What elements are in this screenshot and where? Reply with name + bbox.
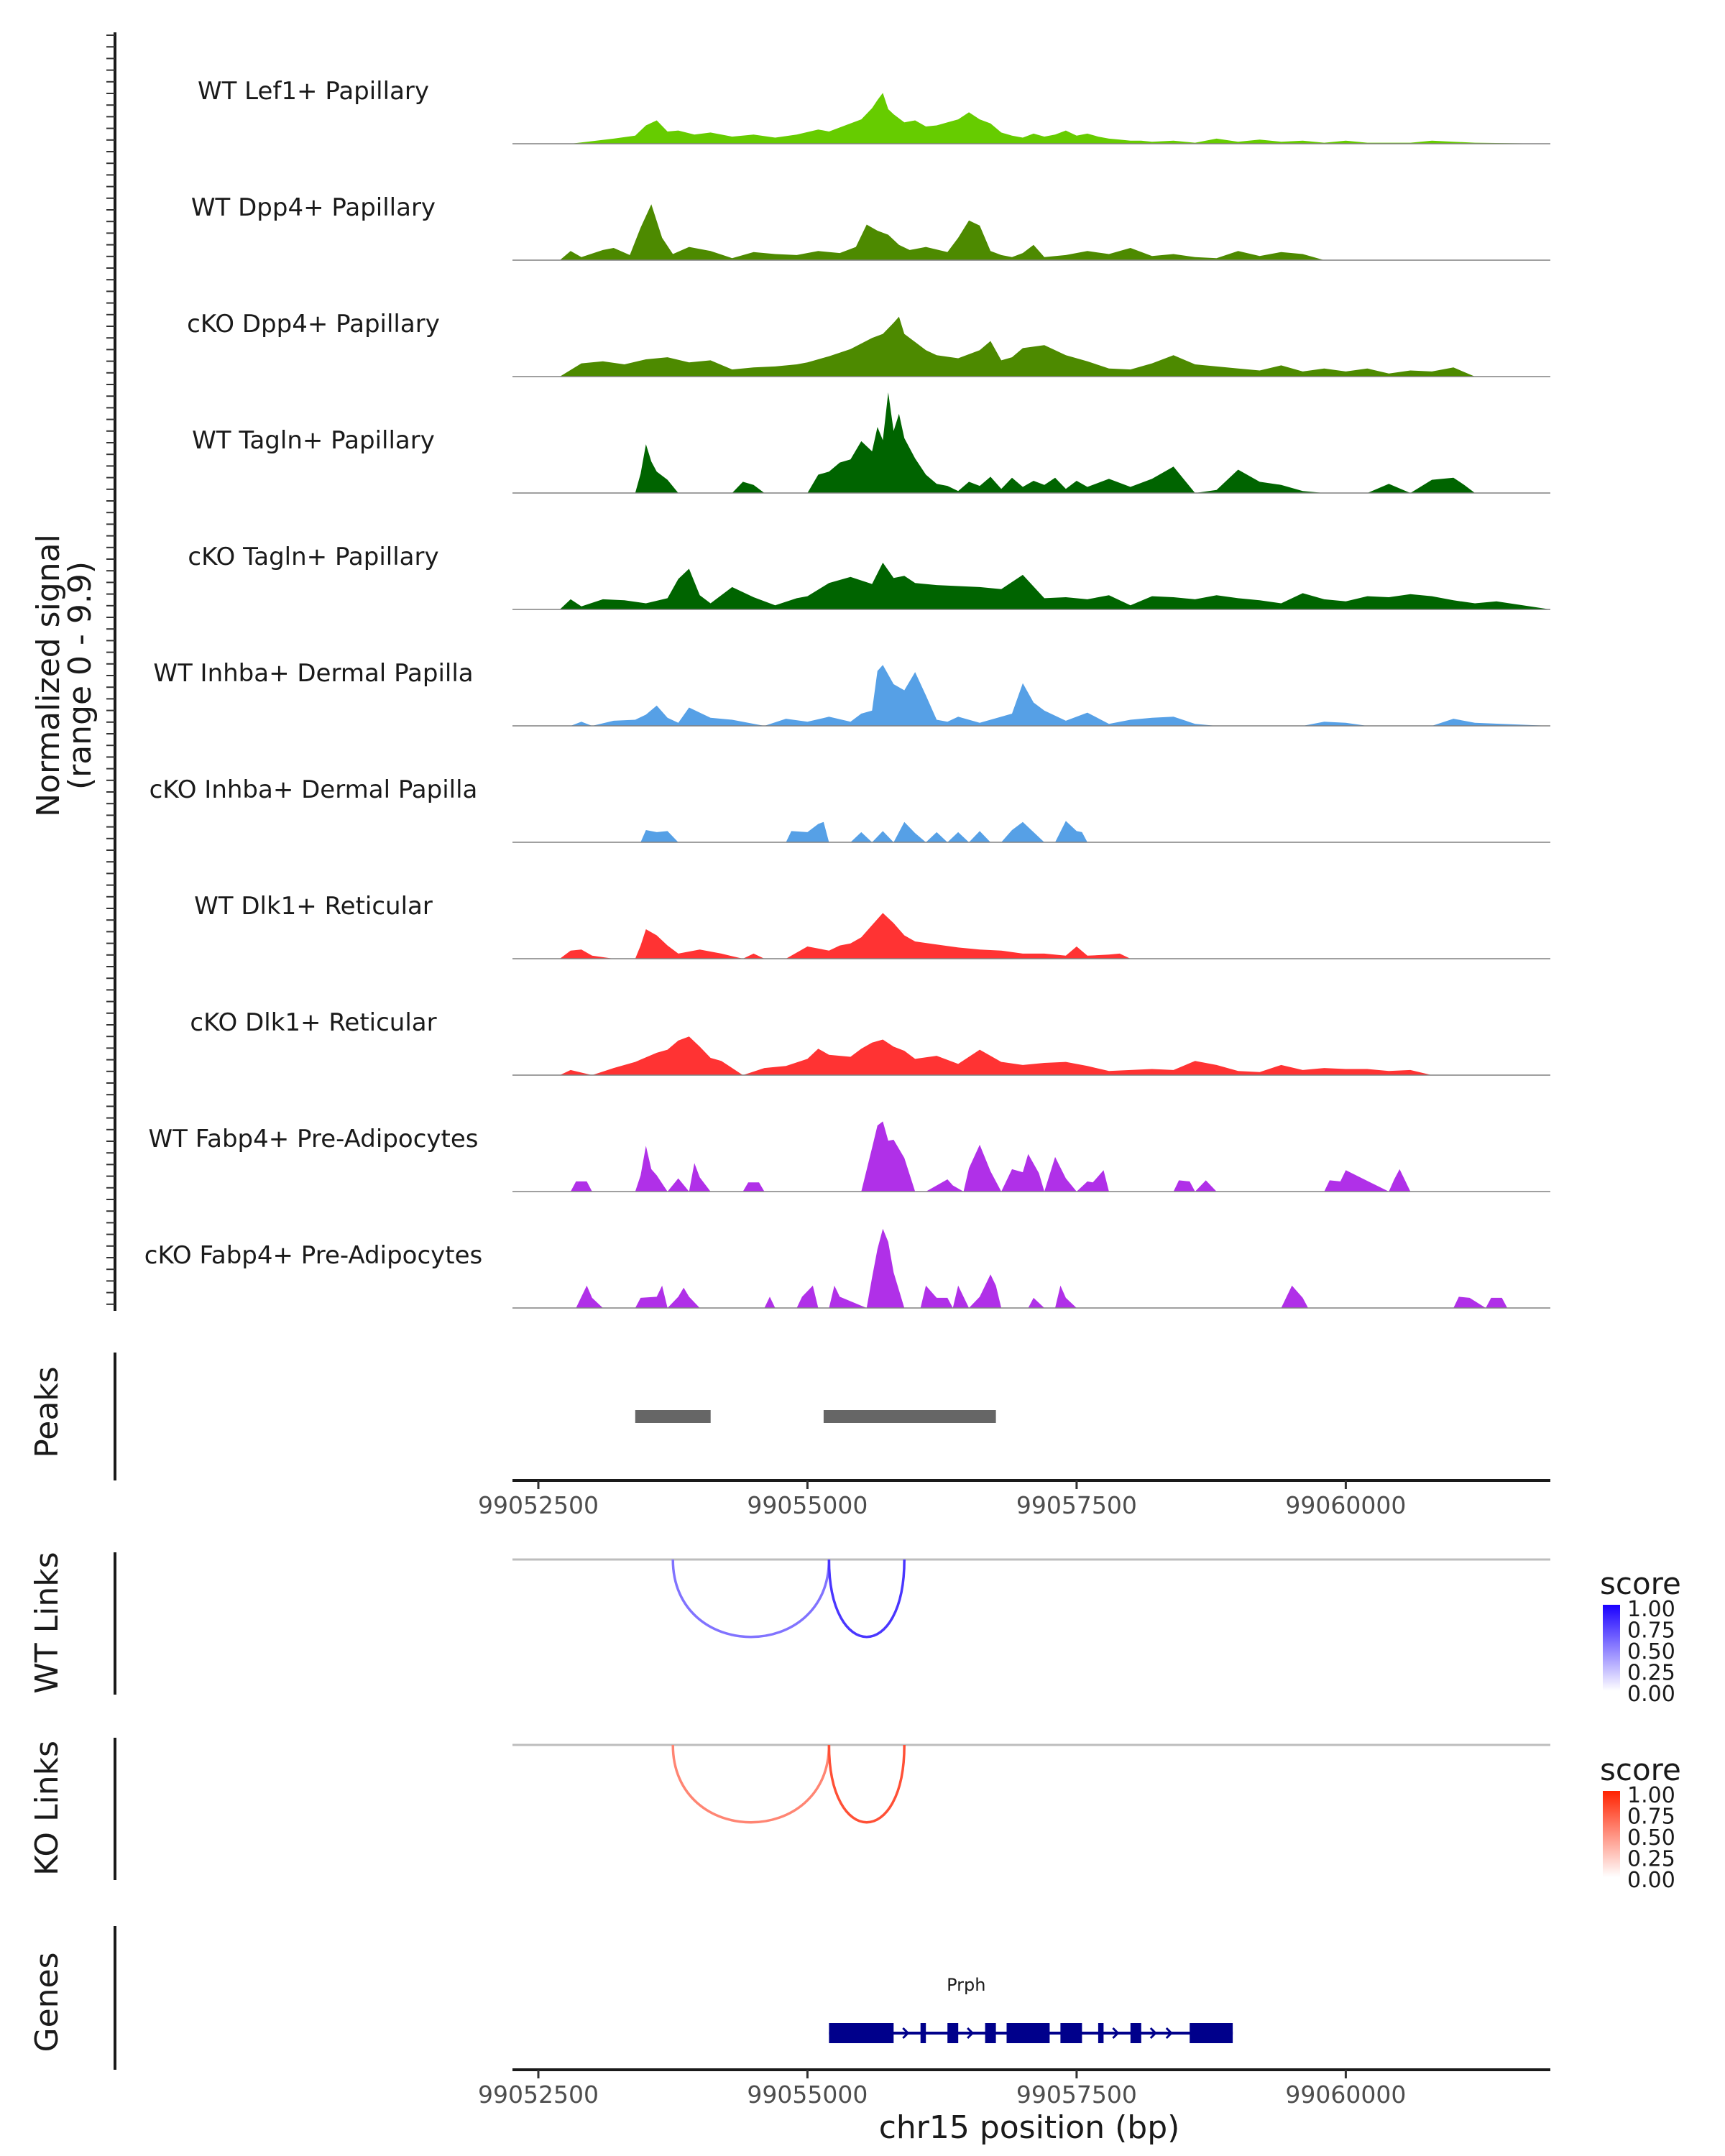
x-tick-label: 99052500 [478,1491,599,1519]
coverage-track-cko-inhba-dermal-papilla: cKO Inhba+ Dermal Papilla [150,775,1550,843]
x-tick-label: 99060000 [1285,2081,1406,2109]
gene-exon [985,2023,996,2043]
track-label: cKO Tagln+ Papillary [188,543,438,571]
coverage-area [512,821,1550,842]
peaks-track-label: Peaks [29,1366,65,1457]
gene-exon [920,2023,926,2043]
x-axis-genes: 99052500 99055000 99057500 99060000 [478,2068,1550,2109]
legend-title: score [1600,1752,1681,1787]
x-tick-label: 99060000 [1285,1491,1406,1519]
legend-tick-label: 0.75 [1627,1805,1675,1830]
coverage-track-cko-dlk1-reticular: cKO Dlk1+ Reticular [190,1008,1550,1076]
gene-exon [1098,2023,1104,2043]
peak-region [823,1410,996,1423]
x-tick-label: 99052500 [478,2081,599,2109]
track-label: WT Tagln+ Papillary [192,426,435,455]
coverage-track-wt-tagln-papillary: WT Tagln+ Papillary [192,392,1550,494]
coverage-area [512,204,1550,260]
gene-exon [1130,2023,1141,2043]
legend-colorbar [1603,1791,1620,1877]
coverage-track-cko-fabp4-pre-adipocytes: cKO Fabp4+ Pre-Adipocytes [144,1228,1550,1309]
ko-links-track-label: KO Links [29,1741,65,1876]
legend-tick-label: 0.50 [1627,1639,1675,1664]
wt-links-track [114,1552,1550,1695]
coverage-track-wt-inhba-dermal-papilla: WT Inhba+ Dermal Papilla [153,659,1550,727]
legend-title: score [1600,1566,1681,1601]
strand-arrow [1149,2027,1157,2040]
peaks-track [114,1353,996,1480]
legend-tick-label: 0.25 [1627,1661,1675,1686]
strand-arrow [1112,2027,1120,2040]
track-label: WT Lef1+ Papillary [198,77,429,106]
legend-tick-label: 0.75 [1627,1618,1675,1644]
x-tick-label: 99055000 [747,2081,868,2109]
coverage-track-cko-dpp4-papillary: cKO Dpp4+ Papillary [187,310,1550,377]
coverage-track-cko-tagln-papillary: cKO Tagln+ Papillary [188,543,1550,610]
gene-exon [947,2023,959,2043]
legend-tick-label: 0.25 [1627,1847,1675,1872]
axes: 99052500 99055000 99057500 9906000099052500… [106,32,1550,2109]
coverage-area [512,562,1550,609]
gene-name-label: Prph [947,1975,985,1995]
track-label: WT Dlk1+ Reticular [194,892,433,921]
link-tracks [114,1552,1550,1880]
x-tick-label: 99055000 [747,1491,868,1519]
legend-tick-label: 1.00 [1627,1783,1675,1808]
x-axis-title: chr15 position (bp) [879,2109,1180,2146]
legend-tick-label: 0.50 [1627,1825,1675,1851]
y-axis-title-line2: (range 0 - 9.9) [62,561,98,790]
track-label: cKO Dlk1+ Reticular [190,1008,436,1037]
track-label: WT Dpp4+ Papillary [191,193,436,222]
link-arc [671,1559,831,1639]
track-label: WT Inhba+ Dermal Papilla [153,659,473,688]
gene-track: Prph [114,1926,1233,2070]
x-tick-label: 99057500 [1016,2081,1137,2109]
wt-links-track-label: WT Links [29,1552,65,1693]
coverage-area [512,1121,1550,1192]
coverage-area [512,392,1550,493]
coverage-track-wt-dpp4-papillary: WT Dpp4+ Papillary [191,193,1550,261]
coverage-area [512,1228,1550,1308]
track-label: cKO Inhba+ Dermal Papilla [150,775,478,804]
coverage-area [512,93,1550,144]
gene-exon [1060,2023,1082,2043]
strand-arrow [967,2027,975,2040]
legend-tick-label: 0.00 [1627,1682,1675,1707]
peak-region [635,1410,711,1423]
coverage-area [512,316,1550,377]
legend-colorbar [1603,1605,1620,1691]
ko-links-track [114,1738,1550,1880]
coverage-area [512,665,1550,726]
gene-exon [1190,2023,1233,2043]
gene-exon [1006,2023,1050,2043]
y-axis-title-line1: Normalized signal [30,534,67,817]
gene-prph: Prph [829,1975,1233,2043]
coverage-area [512,1036,1550,1075]
coverage-track-wt-fabp4-pre-adipocytes: WT Fabp4+ Pre-Adipocytes [149,1121,1550,1192]
strand-arrow [902,2027,910,2040]
track-label: cKO Dpp4+ Papillary [187,310,440,338]
x-axis-peaks: 99052500 99055000 99057500 99060000 [478,1479,1550,1519]
gene-exon [829,2023,894,2043]
legend-tick-label: 1.00 [1627,1597,1675,1622]
strand-arrow [1165,2027,1173,2040]
link-arc [827,1559,906,1639]
track-label: cKO Fabp4+ Pre-Adipocytes [144,1241,483,1270]
legends: score1.000.750.500.250.00score1.000.750.… [1600,1566,1681,1893]
link-arc [671,1744,831,1824]
track-label: WT Fabp4+ Pre-Adipocytes [149,1125,479,1153]
x-tick-label: 99057500 [1016,1491,1137,1519]
legend-tick-label: 0.00 [1627,1868,1675,1893]
coverage-area [512,913,1550,959]
link-arc [827,1744,906,1824]
coverage-tracks: WT Lef1+ Papillary WT Dpp4+ Papillary cKO … [144,77,1550,1309]
coverage-track-wt-dlk1-reticular: WT Dlk1+ Reticular [194,892,1550,959]
coverage-track-wt-lef1-papillary: WT Lef1+ Papillary [198,77,1550,144]
genes-track-label: Genes [29,1952,65,2052]
